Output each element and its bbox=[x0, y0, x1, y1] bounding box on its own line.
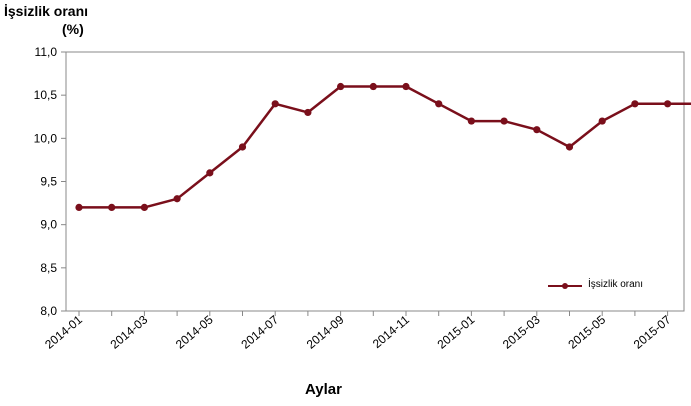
legend-series-label: İşsizlik oranı bbox=[588, 279, 644, 290]
x-tick-label: 2015-01 bbox=[435, 312, 478, 351]
legend-dot-marker bbox=[562, 283, 568, 289]
y-axis-unit: (%) bbox=[62, 21, 84, 37]
data-point bbox=[75, 203, 83, 211]
x-tick-label: 2015-07 bbox=[631, 312, 674, 351]
data-point bbox=[337, 82, 345, 91]
data-point bbox=[108, 203, 116, 211]
data-point bbox=[664, 100, 672, 108]
data-point bbox=[467, 117, 475, 125]
data-point bbox=[500, 117, 508, 125]
data-point bbox=[238, 143, 247, 151]
data-point bbox=[271, 100, 279, 108]
y-tick-label: 9,5 bbox=[40, 175, 57, 189]
x-tick-label: 2014-11 bbox=[370, 312, 412, 351]
data-point bbox=[173, 195, 181, 203]
x-axis-label: Aylar bbox=[305, 381, 342, 398]
y-tick-label: 9,0 bbox=[40, 218, 57, 232]
x-tick-label: 2014-05 bbox=[173, 312, 216, 351]
data-point bbox=[565, 143, 574, 151]
x-tick-label: 2014-01 bbox=[42, 312, 85, 351]
y-tick-label: 11,0 bbox=[35, 45, 58, 59]
data-point bbox=[369, 82, 377, 91]
x-tick-label: 2015-03 bbox=[500, 312, 543, 351]
y-tick-label: 8,0 bbox=[40, 304, 57, 318]
series-line bbox=[79, 85, 691, 209]
data-point bbox=[140, 203, 148, 211]
y-axis-label: İşsizlik oranı bbox=[4, 3, 89, 19]
data-point bbox=[206, 169, 214, 177]
data-point bbox=[598, 117, 606, 125]
data-point bbox=[435, 100, 443, 108]
data-point bbox=[304, 108, 312, 117]
data-point bbox=[402, 82, 410, 91]
x-tick-label: 2014-07 bbox=[238, 312, 281, 351]
y-tick-label: 10,5 bbox=[34, 88, 58, 102]
y-tick-label: 8,5 bbox=[40, 261, 57, 275]
data-point bbox=[631, 100, 639, 108]
y-tick-label: 10,0 bbox=[34, 131, 58, 145]
data-point bbox=[533, 126, 541, 134]
x-tick-label: 2014-09 bbox=[304, 312, 347, 351]
x-tick-label: 2014-03 bbox=[108, 312, 151, 351]
plot-frame bbox=[65, 51, 685, 312]
legend: İşsizlik oranı bbox=[548, 276, 658, 296]
x-tick-label: 2015-05 bbox=[565, 312, 608, 351]
